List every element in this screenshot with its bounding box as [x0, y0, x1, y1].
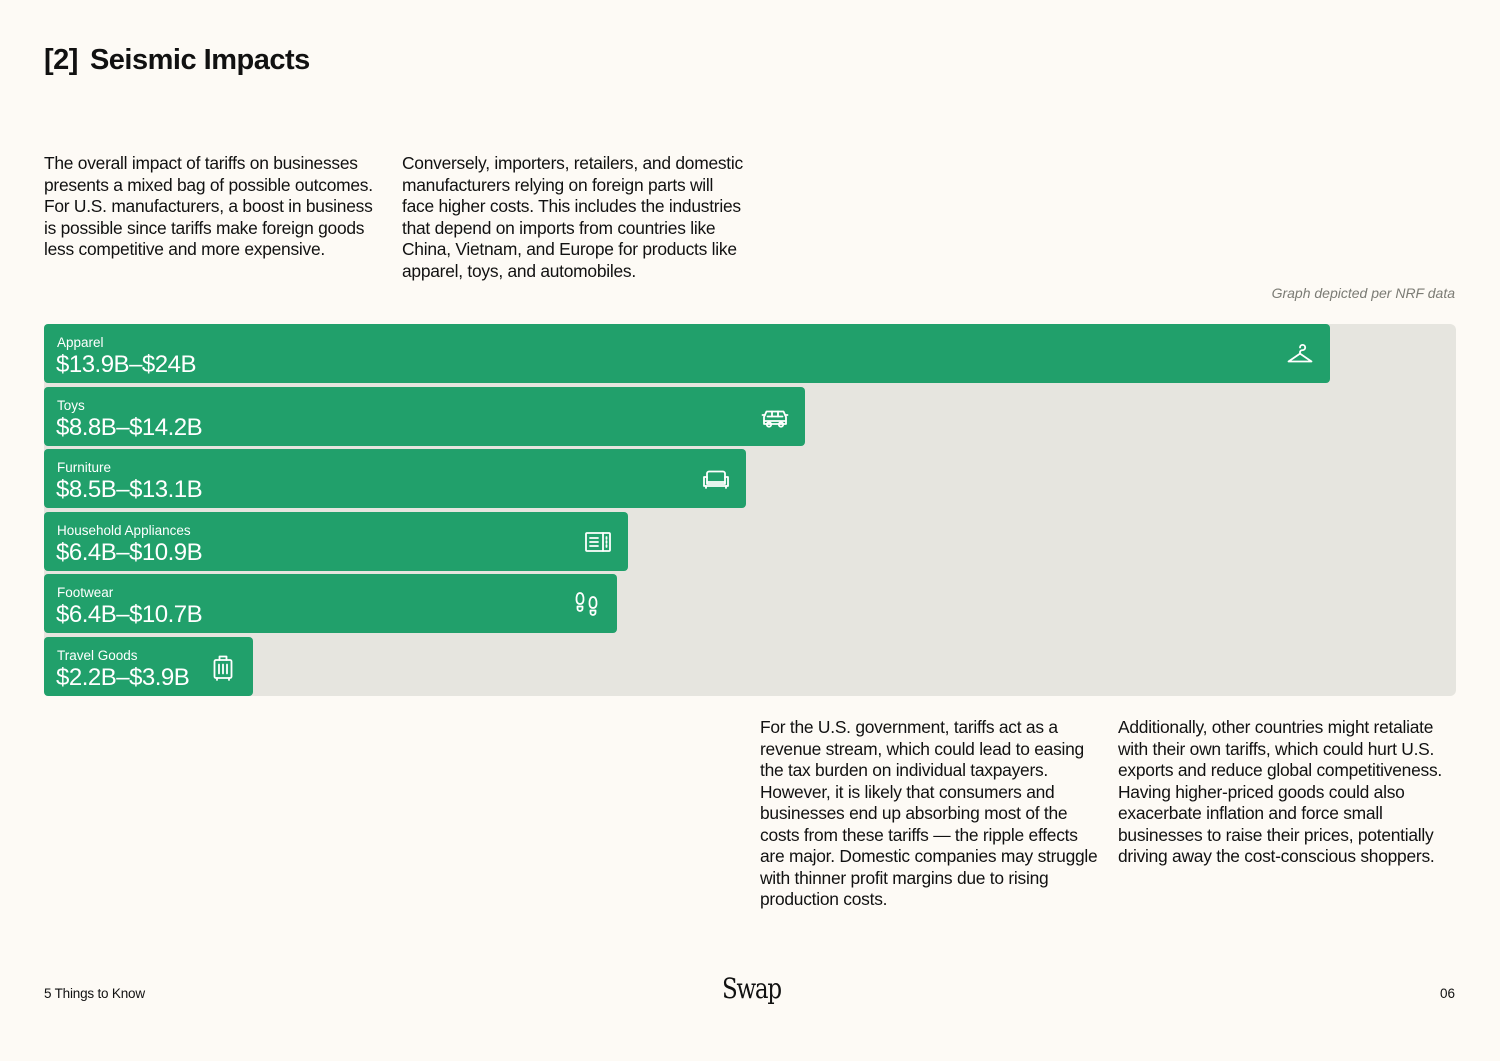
- bar-household-appliances: Household Appliances $6.4B–$10.9B: [44, 511, 629, 571]
- bar-category-label: Furniture: [57, 460, 112, 476]
- bar-category-label: Footwear: [57, 585, 114, 601]
- bar-category-label: Apparel: [57, 335, 104, 350]
- bar-category-label: Travel Goods: [57, 648, 138, 663]
- bar-value-label: $8.5B–$13.1B: [56, 476, 203, 504]
- swap-logo: Swap: [722, 972, 782, 1005]
- bar-value-label: $6.4B–$10.9B: [56, 538, 203, 566]
- sofa-icon: [703, 470, 729, 490]
- microwave-icon: [585, 531, 611, 552]
- bar-apparel: Apparel $13.9B–$24B: [44, 324, 1331, 383]
- importers-paragraph: Conversely, importers, retailers, and do…: [402, 153, 743, 281]
- luggage-icon: [213, 655, 233, 681]
- bar-category-label: Household Appliances: [57, 522, 191, 538]
- section-number: [2]: [44, 44, 78, 76]
- chart-track: [44, 324, 1456, 696]
- hanger-icon: [1287, 344, 1313, 363]
- footprints-icon: [575, 592, 598, 617]
- tariff-impact-bar-chart: Apparel $13.9B–$24B Toys $8.8B–$14.2B Furnit…: [44, 324, 1456, 696]
- bar-category-label: Toys: [57, 397, 85, 413]
- retaliation-paragraph: Additionally, other countries might reta…: [1118, 717, 1442, 866]
- bar-value-label: $13.9B–$24B: [56, 351, 196, 378]
- source-note: Graph depicted per NRF data: [1271, 285, 1455, 301]
- bar-furniture: Furniture $8.5B–$13.1B: [44, 449, 746, 509]
- bar-toys: Toys $8.8B–$14.2B: [44, 386, 805, 446]
- bar-footwear: Footwear $6.4B–$10.7B: [44, 574, 618, 634]
- intro-paragraph: The overall impact of tariffs on busines…: [44, 153, 373, 259]
- car-icon: [761, 410, 789, 428]
- footer-section-label: 5 Things to Know: [44, 986, 145, 1001]
- page-number: 06: [1439, 986, 1455, 1001]
- bar-value-label: $8.8B–$14.2B: [56, 413, 203, 441]
- bar-travel-goods: Travel Goods $2.2B–$3.9B: [44, 637, 253, 696]
- government-paragraph: For the U.S. government, tariffs act as …: [760, 717, 1098, 909]
- page-title: [2] Seismic Impacts: [44, 40, 310, 80]
- bar-value-label: $6.4B–$10.7B: [56, 601, 203, 629]
- bar-value-label: $2.2B–$3.9B: [56, 664, 190, 691]
- section-title: Seismic Impacts: [89, 44, 310, 76]
